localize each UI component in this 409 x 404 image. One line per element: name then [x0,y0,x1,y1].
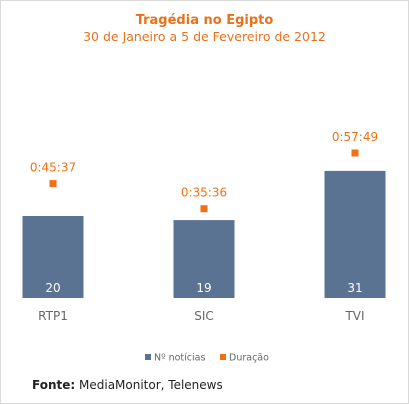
source-label: Fonte: [32,378,76,392]
source-note: Fonte: MediaMonitor, Telenews [32,378,223,392]
category-label: TVI [344,309,364,323]
category-label: RTP1 [38,309,68,323]
bar-value-label: 20 [45,281,60,295]
legend-label-duration: Duração [229,353,269,364]
legend-swatch-duration [220,354,226,360]
bar-sic [173,220,235,298]
duration-marker [351,149,359,157]
bar-value-label: 31 [347,281,362,295]
duration-label: 0:35:36 [181,186,227,200]
duration-marker [200,205,208,213]
source-text: MediaMonitor, Telenews [79,378,223,392]
duration-label: 0:57:49 [332,130,378,144]
category-label: SIC [194,309,214,323]
bar-value-label: 19 [196,281,211,295]
legend-label-bars: Nº notícias [154,353,205,364]
bar-rtp1 [22,216,84,298]
legend-swatch-bars [145,354,151,360]
chart-title: Tragédia no Egipto [135,13,274,28]
duration-marker [49,180,57,188]
bar-tvi [324,170,386,298]
duration-label: 0:45:37 [30,161,76,175]
chart-subtitle: 30 de Janeiro a 5 de Fevereiro de 2012 [83,29,326,44]
